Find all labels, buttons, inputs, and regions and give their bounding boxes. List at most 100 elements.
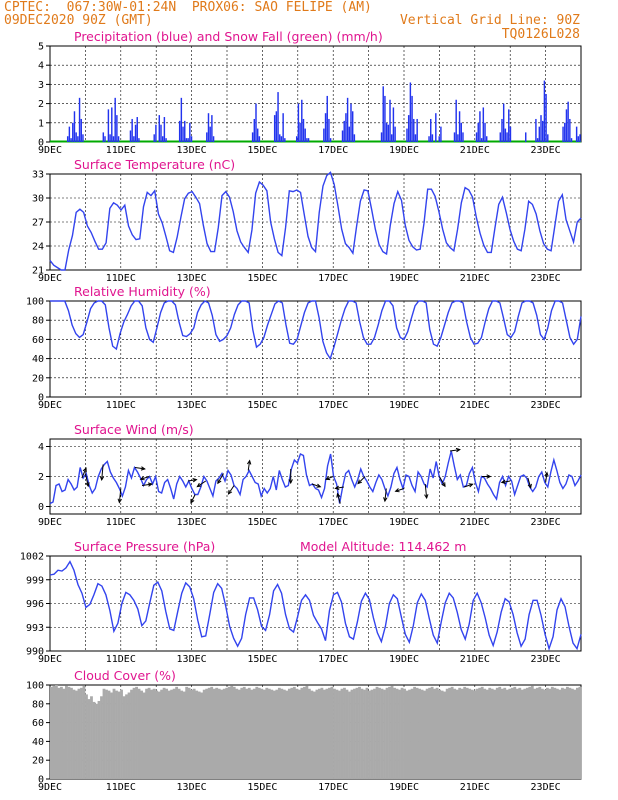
cloud-bar <box>102 688 106 779</box>
cloud-bar <box>135 686 138 779</box>
cloud-bar <box>150 689 153 779</box>
cloud-bar <box>553 687 557 779</box>
cloud-bar <box>320 687 324 779</box>
cloud-bar <box>285 690 289 779</box>
cloud-bar <box>160 689 164 779</box>
cloud-bar <box>473 690 477 779</box>
cloud-bar <box>95 703 98 779</box>
cloud-bar <box>358 686 361 779</box>
cloud-bar <box>242 686 246 779</box>
panel-frame <box>49 300 582 398</box>
wind-arrow <box>464 483 473 488</box>
wind-arrow <box>384 488 387 502</box>
cloud-bar <box>445 688 449 779</box>
cloud-bar <box>435 687 439 779</box>
wind-arrow-head <box>455 447 461 453</box>
x-tick-label: 9DEC <box>38 782 62 793</box>
wind-arrow <box>438 476 446 487</box>
precip-bar <box>545 94 547 142</box>
x-tick-label: 21DEC <box>460 273 490 284</box>
wind-arrow <box>395 488 405 492</box>
y-tick-label: 5 <box>38 42 44 53</box>
precip-bar <box>430 118 432 142</box>
y-tick-label: 20 <box>32 373 44 384</box>
cloud-bar <box>225 687 229 779</box>
precip-bar <box>475 132 478 142</box>
cloud-bar <box>468 688 472 779</box>
cloud-bar <box>430 686 434 779</box>
y-tick-label: 80 <box>32 699 44 710</box>
cloud-bar <box>570 688 574 779</box>
y-tick-label: 4 <box>38 442 44 453</box>
cloud-bar <box>155 690 159 779</box>
wind-arrow <box>118 488 122 503</box>
cloud-bar <box>185 686 189 779</box>
cloud-bar <box>192 688 196 779</box>
precip-bar <box>138 138 140 142</box>
precip-bar <box>82 134 84 142</box>
wind-arrow-head <box>196 482 202 488</box>
x-tick-label: 19DEC <box>389 145 419 156</box>
cloud-bar <box>250 689 254 779</box>
wind-arrow-head <box>527 483 532 489</box>
cloud-bar <box>122 696 126 779</box>
wind-arrow <box>217 473 224 484</box>
y-tick-label: 0 <box>38 138 44 149</box>
panel-4: 0 2 4 9DEC 11DEC 13DEC 15DEC 17DEC 19DEC 21DEC 23D… <box>38 422 582 528</box>
series-line <box>49 171 582 271</box>
cloud-bar <box>270 689 274 779</box>
wind-arrow <box>84 473 89 487</box>
precip-bar <box>189 122 191 142</box>
wind-arrow <box>134 467 145 470</box>
precip-bar <box>438 136 440 142</box>
precip-bar <box>541 120 544 142</box>
x-tick-label: 13DEC <box>177 782 207 793</box>
precip-bar <box>477 122 479 142</box>
cloud-bar <box>340 688 344 779</box>
cloud-bar <box>315 689 319 779</box>
cloud-bar <box>565 686 569 779</box>
panel-1: 0 1 2 3 4 5 9DEC 11DEC 13DEC 15DEC 17DEC 19DEC 21DEC… <box>38 29 582 156</box>
cloud-bar <box>393 687 396 779</box>
cloud-bar <box>295 688 299 779</box>
cloud-bar <box>267 688 271 779</box>
cloud-bar <box>172 688 176 779</box>
x-tick-label: 9DEC <box>38 273 62 284</box>
y-tick-label: 0 <box>38 502 44 513</box>
wind-arrow-head <box>468 483 474 488</box>
precip-bar <box>387 124 390 142</box>
cloud-bar <box>530 685 534 779</box>
cloud-bar <box>182 691 186 779</box>
wind-arrow-head <box>336 492 341 498</box>
precip-bar <box>409 82 412 142</box>
panel-title: Precipitation (blue) and Snow Fall (gree… <box>74 29 383 44</box>
precip-bar <box>307 138 310 142</box>
x-tick-label: 23DEC <box>531 782 561 793</box>
cloud-bar <box>558 689 562 779</box>
cloud-bar <box>275 689 279 779</box>
precip-bar <box>462 132 464 142</box>
cloud-bar <box>338 690 341 779</box>
cloud-bar <box>220 689 224 779</box>
y-tick-label: 993 <box>26 623 44 634</box>
precip-bar <box>134 124 137 142</box>
cloud-bar <box>230 685 234 779</box>
precip-bar <box>211 115 213 142</box>
cloud-bar <box>543 689 547 779</box>
cloud-bar <box>458 687 462 779</box>
cloud-bar <box>207 687 211 779</box>
precip-bar <box>536 138 539 142</box>
cloud-bar <box>355 687 359 779</box>
precip-bar <box>577 136 580 142</box>
cloud-bar <box>440 690 444 779</box>
precip-bar <box>413 118 415 142</box>
precip-bar <box>206 132 208 142</box>
precip-bar <box>547 134 549 142</box>
cloud-bar <box>348 691 351 779</box>
cloud-bar <box>563 688 567 779</box>
cloud-bar <box>57 687 61 779</box>
header-station: CPTEC: 067:30W-01:24N PROX06: SAO FELIPE… <box>4 0 372 15</box>
x-tick-label: 13DEC <box>177 400 207 411</box>
precip-bar <box>458 111 461 142</box>
